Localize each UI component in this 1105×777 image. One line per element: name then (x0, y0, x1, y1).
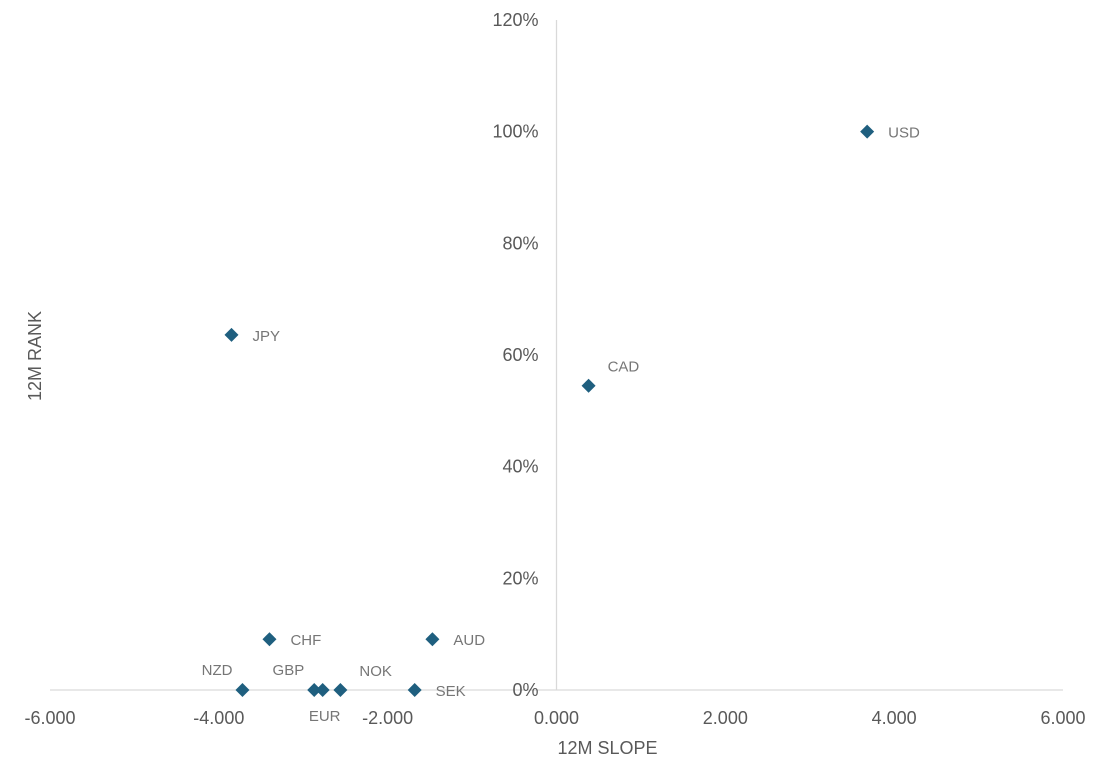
data-label-nok: NOK (359, 663, 392, 680)
x-tick-label: 4.000 (872, 708, 917, 728)
data-point-chf (262, 632, 277, 647)
data-label-aud: AUD (453, 632, 485, 649)
data-labels: USD CAD JPY CHF AUD NZD GBP EUR NOK SEK (202, 125, 920, 725)
x-axis-title: 12M SLOPE (557, 738, 657, 758)
x-tick-label: -2.000 (362, 708, 413, 728)
data-point-eur (315, 683, 330, 697)
y-tick-label: 20% (502, 568, 538, 588)
data-points (224, 124, 875, 697)
data-label-chf: CHF (290, 632, 321, 649)
data-label-gbp: GBP (273, 662, 305, 679)
data-label-usd: USD (888, 125, 920, 142)
y-axis-title: 12M RANK (25, 311, 45, 401)
data-label-eur: EUR (309, 708, 341, 725)
data-label-jpy: JPY (252, 328, 280, 345)
data-point-cad (581, 378, 596, 393)
y-tick-label: 100% (492, 122, 538, 142)
y-tick-label: 60% (502, 345, 538, 365)
x-axis-ticks: -6.000 -4.000 -2.000 0.000 2.000 4.000 6.000 (24, 708, 1085, 728)
data-label-nzd: NZD (202, 662, 233, 679)
x-tick-label: 2.000 (703, 708, 748, 728)
data-point-gbp (307, 683, 322, 697)
data-label-sek: SEK (436, 683, 466, 700)
data-point-jpy (224, 327, 239, 342)
data-point-usd (860, 124, 875, 139)
y-axis-ticks: 0% 20% 40% 60% 80% 100% 120% (492, 10, 538, 700)
y-tick-label: 40% (502, 457, 538, 477)
data-point-nok (333, 683, 348, 697)
x-tick-label: -4.000 (193, 708, 244, 728)
data-point-nzd (235, 683, 250, 697)
y-tick-label: 0% (512, 680, 538, 700)
y-tick-label: 120% (492, 10, 538, 30)
data-point-aud (425, 632, 440, 647)
y-tick-label: 80% (502, 233, 538, 253)
x-tick-label: 0.000 (534, 708, 579, 728)
x-tick-label: 6.000 (1040, 708, 1085, 728)
data-point-sek (407, 683, 422, 697)
x-tick-label: -6.000 (24, 708, 75, 728)
data-label-cad: CAD (608, 359, 640, 376)
